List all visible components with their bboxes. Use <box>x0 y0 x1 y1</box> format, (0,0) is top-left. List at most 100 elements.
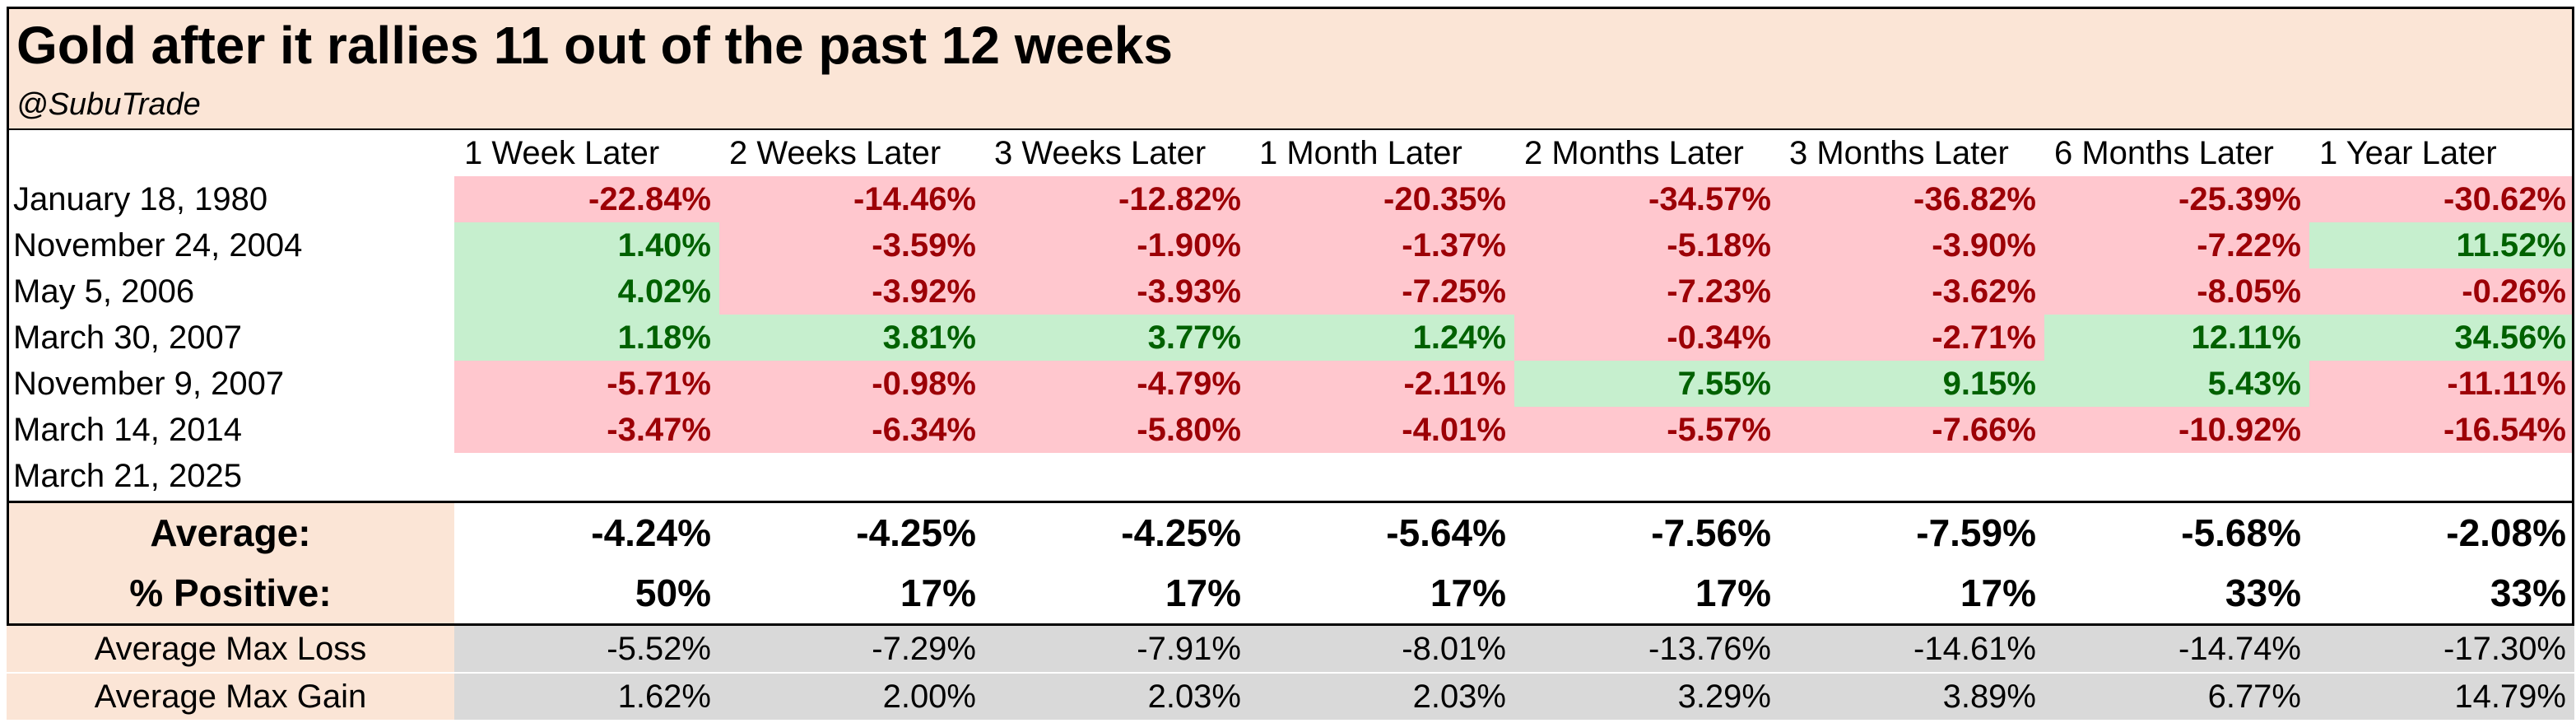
return-cell: -7.23% <box>1514 268 1779 315</box>
return-cell: -3.47% <box>454 407 719 453</box>
summary-value: 33% <box>2490 571 2566 614</box>
column-header: 2 Months Later <box>1524 135 1744 171</box>
return-cell <box>2044 453 2309 499</box>
summary-value: 17% <box>1165 571 1241 614</box>
date-label: March 21, 2025 <box>13 458 242 494</box>
return-cell: -4.79% <box>984 361 1249 407</box>
average-max-loss-row: Average Max Loss -5.52% -7.29% -7.91% -8.01%… <box>7 626 2574 672</box>
summary-value: 17% <box>1695 571 1771 614</box>
footer-value: -14.61% <box>1779 626 2044 672</box>
table-row: March 21, 2025 <box>7 453 2574 499</box>
return-cell: -7.22% <box>2044 222 2309 268</box>
table-row: November 9, 2007 -5.71% -0.98% -4.79% -2.11%… <box>7 361 2574 407</box>
return-cell: -4.01% <box>1249 407 1514 453</box>
return-cell: -2.71% <box>1779 315 2044 361</box>
column-header: 1 Week Later <box>464 135 660 171</box>
summary-value: -4.24% <box>591 511 711 554</box>
date-label: March 14, 2014 <box>13 412 242 448</box>
summary-value: -5.68% <box>2181 511 2301 554</box>
table-row: March 14, 2014 -3.47% -6.34% -5.80% -4.01% -5… <box>7 407 2574 453</box>
summary-value: 17% <box>1960 571 2036 614</box>
date-label: March 30, 2007 <box>13 320 242 356</box>
footer-value: -13.76% <box>1514 626 1779 672</box>
summary-value: 17% <box>900 571 976 614</box>
column-header: 3 Weeks Later <box>994 135 1207 171</box>
return-cell: -0.34% <box>1514 315 1779 361</box>
footer-value: -5.52% <box>454 626 719 672</box>
return-cell: -5.57% <box>1514 407 1779 453</box>
column-header: 6 Months Later <box>2054 135 2274 171</box>
footer-value: -7.29% <box>719 626 984 672</box>
footer-value: 1.62% <box>454 674 719 720</box>
average-max-gain-row: Average Max Gain 1.62% 2.00% 2.03% 2.03% 3.29… <box>7 674 2574 720</box>
return-cell: -3.92% <box>719 268 984 315</box>
return-cell: 7.55% <box>1514 361 1779 407</box>
return-cell: -20.35% <box>1249 176 1514 222</box>
summary-value: -4.25% <box>856 511 976 554</box>
footer-value: -8.01% <box>1249 626 1514 672</box>
summary-value: -4.25% <box>1121 511 1241 554</box>
return-cell <box>1514 453 1779 499</box>
return-cell: -34.57% <box>1514 176 1779 222</box>
return-cell: 9.15% <box>1779 361 2044 407</box>
return-cell: -8.05% <box>2044 268 2309 315</box>
footer-value: 2.00% <box>719 674 984 720</box>
return-cell: 5.43% <box>2044 361 2309 407</box>
return-cell: -16.54% <box>2309 407 2574 453</box>
return-cell: -36.82% <box>1779 176 2044 222</box>
return-cell: -30.62% <box>2309 176 2574 222</box>
column-header: 3 Months Later <box>1789 135 2009 171</box>
column-header-blank <box>7 130 454 176</box>
date-label: January 18, 1980 <box>13 181 268 217</box>
summary-divider-top <box>7 501 2574 503</box>
author-handle: @SubuTrade <box>16 87 201 122</box>
summary-value: -5.64% <box>1386 511 1506 554</box>
return-cell: -11.11% <box>2309 361 2574 407</box>
table-row: November 24, 2004 1.40% -3.59% -1.90% -1.37%… <box>7 222 2574 268</box>
date-label: November 9, 2007 <box>13 366 285 402</box>
footer-value: 6.77% <box>2044 674 2309 720</box>
return-cell: -6.34% <box>719 407 984 453</box>
table-row: March 30, 2007 1.18% 3.81% 3.77% 1.24% -0.34%… <box>7 315 2574 361</box>
footer-value: -7.91% <box>984 626 1249 672</box>
return-cell <box>2309 453 2574 499</box>
return-cell: -0.26% <box>2309 268 2574 315</box>
return-cell: 4.02% <box>454 268 719 315</box>
return-cell: 12.11% <box>2044 315 2309 361</box>
summary-value: 17% <box>1430 571 1506 614</box>
summary-value: -7.59% <box>1916 511 2036 554</box>
return-cell <box>1779 453 2044 499</box>
return-cell: -10.92% <box>2044 407 2309 453</box>
return-cell: -12.82% <box>984 176 1249 222</box>
summary-value: -7.56% <box>1651 511 1771 554</box>
summary-label: % Positive: <box>7 563 454 623</box>
return-cell: -25.39% <box>2044 176 2309 222</box>
table-row: January 18, 1980 -22.84% -14.46% -12.82% -20… <box>7 176 2574 222</box>
return-cell: -0.98% <box>719 361 984 407</box>
footer-value: -14.74% <box>2044 626 2309 672</box>
footer-value: 14.79% <box>2309 674 2574 720</box>
return-cell: 3.81% <box>719 315 984 361</box>
footer-value: 3.89% <box>1779 674 2044 720</box>
table-row: May 5, 2006 4.02% -3.92% -3.93% -7.25% -7.23%… <box>7 268 2574 315</box>
column-header: 2 Weeks Later <box>729 135 942 171</box>
return-cell: 1.40% <box>454 222 719 268</box>
return-cell: -7.66% <box>1779 407 2044 453</box>
footer-value: 2.03% <box>984 674 1249 720</box>
summary-divider-bottom <box>7 623 2574 626</box>
summary-label: Average: <box>7 503 454 563</box>
date-label: May 5, 2006 <box>13 273 195 310</box>
summary-value: -2.08% <box>2446 511 2566 554</box>
header-band: Gold after it rallies 11 out of the past… <box>7 7 2574 130</box>
return-cell: -14.46% <box>719 176 984 222</box>
return-cell: -1.90% <box>984 222 1249 268</box>
return-cell: -22.84% <box>454 176 719 222</box>
return-cell: -5.71% <box>454 361 719 407</box>
return-cell: -3.93% <box>984 268 1249 315</box>
return-cell <box>719 453 984 499</box>
footer-value: 3.29% <box>1514 674 1779 720</box>
footer-value: -17.30% <box>2309 626 2574 672</box>
return-cell <box>1249 453 1514 499</box>
footer-label: Average Max Loss <box>7 626 454 672</box>
return-cell: -3.90% <box>1779 222 2044 268</box>
